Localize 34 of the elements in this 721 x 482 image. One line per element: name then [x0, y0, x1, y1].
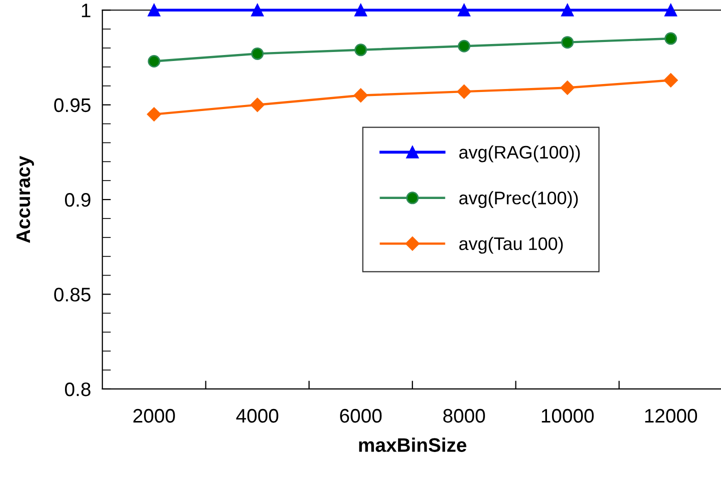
y-tick-label: 1	[82, 4, 90, 18]
point	[560, 80, 575, 95]
point	[148, 55, 160, 68]
x-tick-label: 6000	[340, 408, 382, 423]
legend-label: avg(RAG(100))	[459, 145, 580, 162]
point	[251, 4, 264, 16]
point	[457, 84, 472, 99]
legend-label: avg(Prec(100))	[459, 191, 578, 208]
y-tick-label: 0.95	[54, 98, 90, 112]
point	[458, 4, 470, 16]
point	[664, 4, 678, 16]
x-axis-title: maxBinSize	[359, 438, 466, 452]
legend-label: avg(Tau 100)	[459, 236, 563, 254]
point	[354, 4, 367, 16]
point	[146, 107, 162, 122]
x-tick-label: 2000	[133, 408, 175, 423]
y-tick-label: 0.9	[65, 193, 90, 207]
point	[561, 4, 574, 16]
point	[148, 4, 160, 16]
point	[664, 32, 678, 45]
y-tick-label: 0.85	[54, 288, 90, 302]
point	[561, 36, 574, 49]
x-tick-label: 10000	[542, 408, 594, 423]
y-tick-label: 0.8	[65, 382, 90, 396]
x-tick-label: 12000	[645, 408, 698, 423]
x-tick-label: 8000	[443, 408, 485, 423]
point	[251, 47, 264, 60]
point	[664, 73, 678, 88]
point	[354, 44, 367, 56]
point	[354, 88, 368, 102]
y-axis-title: Accuracy	[16, 156, 34, 243]
point	[250, 98, 264, 112]
x-tick-label: 4000	[236, 408, 278, 423]
point	[458, 40, 470, 52]
